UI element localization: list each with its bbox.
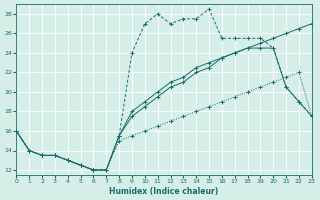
X-axis label: Humidex (Indice chaleur): Humidex (Indice chaleur) xyxy=(109,187,219,196)
